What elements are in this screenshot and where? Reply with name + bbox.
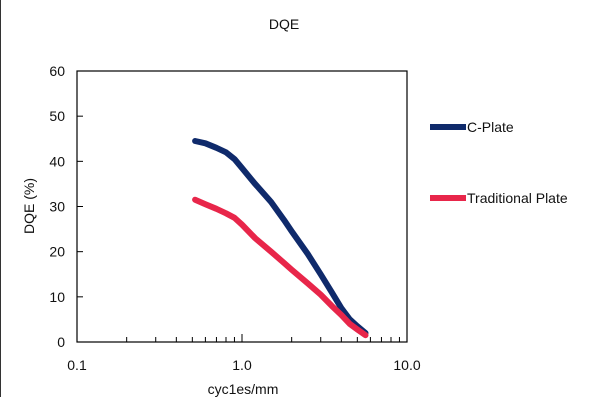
legend-label: Traditional Plate (467, 190, 568, 206)
chart-title: DQE (269, 16, 299, 32)
y-axis-label: DQE (%) (21, 178, 37, 234)
axes: 0 10 20 30 40 50 60 0.1 1.0 10.0 (49, 63, 420, 373)
y-tick-label: 60 (49, 63, 65, 79)
plot-area (76, 70, 408, 343)
x-axis-label: cyc1es/mm (208, 381, 279, 397)
x-tick-label: 10.0 (393, 357, 420, 373)
series-line-c-plate (192, 138, 369, 336)
y-tick-label: 50 (49, 108, 65, 124)
legend: C-Plate Traditional Plate (430, 119, 568, 206)
y-tick-label: 10 (49, 289, 65, 305)
y-tick-label: 20 (49, 244, 65, 260)
y-tick-label: 0 (57, 334, 65, 350)
x-tick-label: 0.1 (67, 357, 87, 373)
legend-label: C-Plate (467, 119, 514, 135)
y-tick-label: 40 (49, 153, 65, 169)
plot-frame (76, 70, 408, 343)
x-tick-label: 1.0 (232, 357, 252, 373)
series-layer (192, 138, 369, 339)
frame-left-border (0, 0, 1, 397)
series-line-traditional-plate (192, 196, 369, 339)
y-tick-label: 30 (49, 199, 65, 215)
